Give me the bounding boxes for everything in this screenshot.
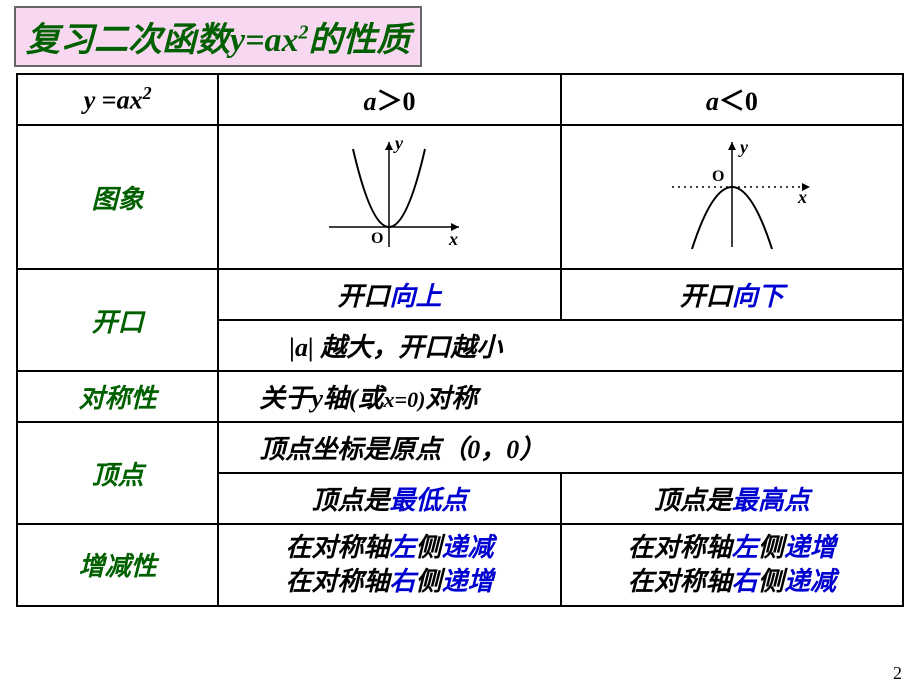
- vertex-high: 顶点是最高点: [561, 473, 903, 524]
- title-prefix: 复习二次函数: [26, 22, 230, 59]
- svg-text:O: O: [712, 168, 724, 185]
- vertex-row-1: 顶点 顶点坐标是原点（0，0）: [17, 422, 903, 473]
- mono-neg-line1: 在对称轴左侧递增: [566, 531, 898, 565]
- svg-text:x: x: [797, 187, 807, 207]
- opening-row-1: 开口 开口向上 开口向下: [17, 269, 903, 320]
- mono-negative: 在对称轴左侧递增 在对称轴右侧递减: [561, 524, 903, 606]
- header-a-positive: a＞0: [218, 74, 560, 125]
- opening-down: 开口向下: [561, 269, 903, 320]
- title-suffix: 的性质: [308, 22, 410, 59]
- graph-row: 图象 y x O y x O: [17, 125, 903, 269]
- mono-positive: 在对称轴左侧递减 在对称轴右侧递增: [218, 524, 560, 606]
- header-row: y =ax2 a＞0 a＜0: [17, 74, 903, 125]
- page-number: 2: [893, 663, 902, 684]
- mono-neg-line2: 在对称轴右侧递减: [566, 565, 898, 599]
- vertex-origin: 顶点坐标是原点（0，0）: [218, 422, 903, 473]
- svg-text:x: x: [448, 229, 458, 249]
- svg-text:y: y: [393, 133, 404, 153]
- svg-text:O: O: [371, 230, 383, 247]
- row-label-graph: 图象: [17, 125, 218, 269]
- properties-table: y =ax2 a＞0 a＜0 图象 y x O: [16, 73, 904, 607]
- symmetry-text: 关于y轴(或x=0)对称: [218, 371, 903, 422]
- mono-pos-line2: 在对称轴右侧递增: [223, 565, 555, 599]
- row-label-vertex: 顶点: [17, 422, 218, 524]
- parabola-up-icon: y x O: [289, 132, 489, 262]
- graph-down-cell: y x O: [561, 125, 903, 269]
- parabola-down-icon: y x O: [632, 132, 832, 262]
- graph-up-cell: y x O: [218, 125, 560, 269]
- header-formula: y =ax2: [17, 74, 218, 125]
- opening-up: 开口向上: [218, 269, 560, 320]
- row-label-opening: 开口: [17, 269, 218, 371]
- row-label-symmetry: 对称性: [17, 371, 218, 422]
- page-title: 复习二次函数y=ax2的性质: [14, 6, 422, 67]
- row-label-mono: 增减性: [17, 524, 218, 606]
- header-a-negative: a＜0: [561, 74, 903, 125]
- mono-pos-line1: 在对称轴左侧递减: [223, 531, 555, 565]
- opening-magnitude: |a| 越大，开口越小: [218, 320, 903, 371]
- vertex-low: 顶点是最低点: [218, 473, 560, 524]
- title-formula: y=ax2: [230, 22, 308, 59]
- symmetry-row: 对称性 关于y轴(或x=0)对称: [17, 371, 903, 422]
- svg-text:y: y: [738, 137, 749, 157]
- mono-row: 增减性 在对称轴左侧递减 在对称轴右侧递增 在对称轴左侧递增 在对称轴右侧递减: [17, 524, 903, 606]
